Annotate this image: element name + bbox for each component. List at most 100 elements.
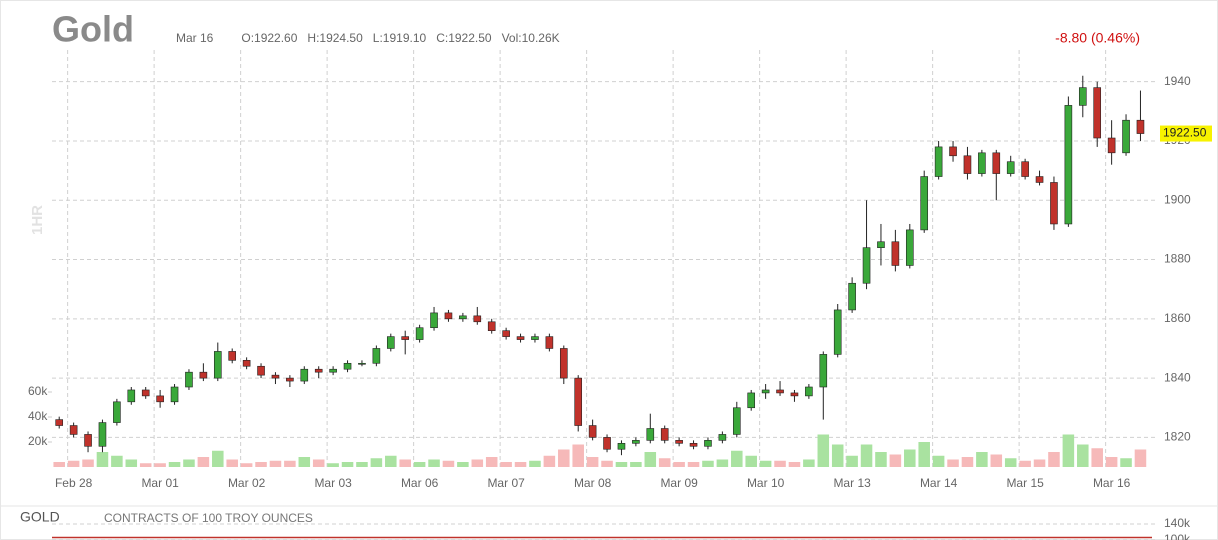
volume-bar	[168, 462, 181, 467]
candle-body	[905, 229, 914, 266]
candle-body	[358, 362, 366, 365]
candle-body	[372, 348, 381, 364]
candle-body	[776, 389, 784, 394]
volume-bar	[1105, 457, 1118, 467]
volume-bar	[500, 462, 512, 467]
volume-bar	[759, 460, 772, 467]
volume-tick-label: 60k	[28, 384, 48, 398]
y-label: 1HR	[29, 205, 46, 235]
candle-body	[646, 428, 655, 441]
candle-body	[98, 422, 107, 447]
volume-bar	[255, 462, 267, 467]
volume-bar	[745, 455, 757, 467]
x-tick-label: Mar 16	[1093, 476, 1131, 490]
volume-bar	[341, 462, 354, 467]
candle-body	[617, 443, 626, 450]
volume-bar	[1048, 452, 1060, 467]
header-item: O:1922.60	[241, 31, 297, 45]
volume-bar	[1091, 448, 1103, 467]
volume-bar	[82, 459, 94, 467]
volume-bar	[1033, 459, 1046, 467]
candle-body	[992, 152, 1001, 174]
volume-bar	[370, 458, 383, 467]
volume-bar	[702, 460, 714, 467]
last-price-tag	[1160, 125, 1212, 142]
header-item: L:1919.10	[373, 31, 427, 45]
x-tick-label: Feb 28	[55, 476, 93, 490]
volume-bar	[1077, 444, 1089, 467]
candle-body	[848, 282, 856, 311]
candle-body	[228, 351, 237, 361]
candle-body	[732, 407, 741, 435]
candle-body	[978, 152, 986, 174]
header-item: Mar 16	[176, 31, 214, 45]
volume-bar	[918, 442, 930, 467]
volume-bar	[1134, 449, 1147, 467]
candle-body	[487, 321, 496, 331]
candle-body	[415, 327, 424, 340]
volume-bar	[687, 462, 700, 467]
volume-bar	[183, 459, 195, 467]
volume-bar	[399, 459, 411, 467]
candle-body	[69, 425, 78, 435]
candle-body	[704, 440, 712, 447]
candle-body	[1093, 87, 1102, 139]
x-tick-label: Mar 13	[833, 476, 871, 490]
volume-bar	[284, 460, 296, 467]
lower-tick-label: 140k	[1164, 516, 1191, 530]
header-item: H:1924.50	[307, 31, 363, 45]
candle-body	[113, 401, 121, 423]
y-tick-label: 1860	[1164, 311, 1191, 325]
volume-bar	[154, 463, 166, 467]
candle-body	[675, 440, 683, 444]
candle-body	[574, 377, 583, 426]
volume-bar	[817, 434, 830, 467]
volume-bar	[774, 460, 786, 467]
volume-bar	[471, 459, 484, 467]
candle-body	[257, 365, 265, 376]
candle-body	[127, 389, 136, 403]
volume-bar	[298, 457, 311, 467]
candle-body	[531, 336, 539, 340]
volume-bar	[67, 460, 80, 467]
candle-body	[502, 330, 510, 337]
chart-title: Gold	[52, 9, 134, 50]
volume-bar	[976, 452, 988, 467]
candle-body	[1021, 161, 1029, 177]
candle-body	[934, 146, 943, 177]
volume-bar	[615, 462, 628, 467]
volume-bar	[543, 455, 556, 467]
y-tick-label: 1940	[1164, 74, 1191, 88]
volume-bar	[731, 450, 743, 467]
volume-bar	[788, 462, 801, 467]
candle-body	[1064, 105, 1073, 225]
volume-bar	[312, 459, 325, 467]
candle-body	[1122, 119, 1130, 154]
candle-body	[314, 368, 323, 373]
candle-body	[545, 336, 554, 349]
volume-tick-label: 20k	[28, 434, 48, 448]
candle-body	[862, 247, 871, 284]
lower-tick-label: 100k	[1164, 532, 1191, 540]
volume-bar	[385, 455, 397, 467]
candle-body	[213, 351, 222, 379]
candle-body	[790, 392, 799, 397]
volume-bar	[529, 460, 541, 467]
y-tick-label: 1840	[1164, 370, 1191, 384]
x-tick-label: Mar 06	[401, 476, 439, 490]
candle-body	[603, 437, 611, 450]
candle-body	[329, 368, 337, 373]
candle-body	[761, 389, 770, 394]
candle-body	[444, 312, 453, 320]
candle-body	[1050, 182, 1058, 225]
candle-body	[170, 386, 179, 403]
x-tick-label: Mar 08	[574, 476, 612, 490]
volume-bar	[1004, 458, 1017, 467]
candle-body	[242, 360, 251, 367]
candle-body	[473, 315, 482, 323]
volume-bar	[485, 457, 498, 467]
volume-bar	[846, 455, 858, 467]
candle-body	[84, 434, 92, 447]
candle-body	[747, 392, 756, 409]
